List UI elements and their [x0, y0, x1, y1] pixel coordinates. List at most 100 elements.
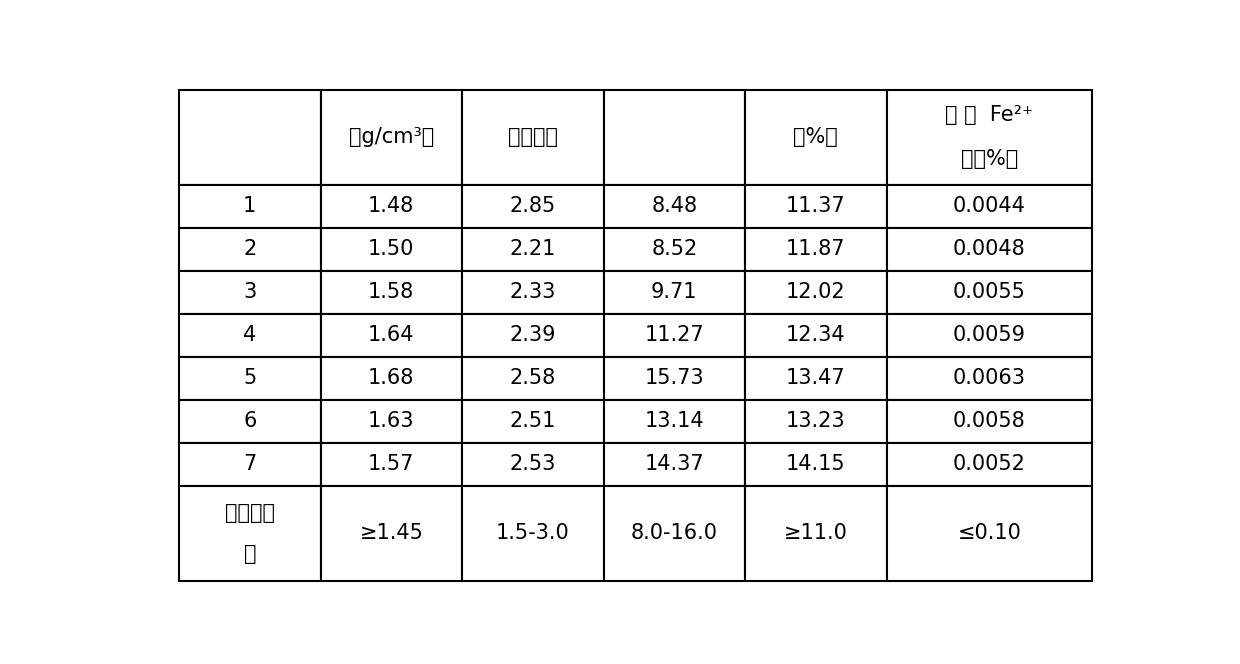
Bar [179, 357, 320, 400]
Text: 0.0052: 0.0052 [952, 454, 1025, 475]
Bar [745, 443, 887, 486]
Text: 8.0-16.0: 8.0-16.0 [631, 523, 718, 543]
Text: 15.73: 15.73 [645, 369, 704, 388]
Bar [745, 314, 887, 357]
Text: 1.5-3.0: 1.5-3.0 [496, 523, 569, 543]
Bar [463, 314, 604, 357]
Bar [320, 185, 463, 228]
Bar [320, 271, 463, 314]
Bar [887, 90, 1092, 185]
Bar [463, 185, 604, 228]
Text: 0.0044: 0.0044 [952, 196, 1025, 216]
Bar [320, 443, 463, 486]
Bar [604, 185, 745, 228]
Bar [745, 228, 887, 271]
Bar [887, 357, 1092, 400]
Text: ≥11.0: ≥11.0 [784, 523, 848, 543]
Bar [887, 486, 1092, 581]
Text: 7: 7 [243, 454, 257, 475]
Bar [887, 314, 1092, 357]
Text: 13.47: 13.47 [786, 369, 846, 388]
Text: 2.33: 2.33 [510, 282, 556, 302]
Text: 0.0059: 0.0059 [952, 325, 1025, 345]
Text: 14.37: 14.37 [645, 454, 704, 475]
Bar [887, 400, 1092, 443]
Bar [463, 400, 604, 443]
Text: 11.37: 11.37 [786, 196, 846, 216]
Text: 0.0048: 0.0048 [952, 239, 1025, 259]
Text: 2.58: 2.58 [510, 369, 556, 388]
Bar [604, 314, 745, 357]
Text: 1.68: 1.68 [368, 369, 414, 388]
Text: 2: 2 [243, 239, 257, 259]
Text: 2.21: 2.21 [510, 239, 556, 259]
Bar [745, 400, 887, 443]
Bar [463, 357, 604, 400]
Bar [179, 271, 320, 314]
Bar [463, 271, 604, 314]
Text: 2.53: 2.53 [510, 454, 556, 475]
Bar [604, 357, 745, 400]
Bar [604, 228, 745, 271]
Text: 0.0063: 0.0063 [952, 369, 1025, 388]
Bar [179, 185, 320, 228]
Bar [320, 228, 463, 271]
Bar [320, 357, 463, 400]
Bar [179, 443, 320, 486]
Text: （ 以  Fe²⁺: （ 以 Fe²⁺ [945, 106, 1033, 125]
Text: 水溶液）: 水溶液） [508, 127, 558, 147]
Bar [463, 486, 604, 581]
Bar [887, 271, 1092, 314]
Bar [745, 271, 887, 314]
Text: ≤0.10: ≤0.10 [957, 523, 1022, 543]
Text: 8.48: 8.48 [651, 196, 697, 216]
Text: 3: 3 [243, 282, 257, 302]
Bar [604, 90, 745, 185]
Text: 6: 6 [243, 412, 257, 432]
Text: （g/cm³）: （g/cm³） [348, 127, 434, 147]
Text: 8.52: 8.52 [651, 239, 697, 259]
Bar [745, 185, 887, 228]
Bar [179, 486, 320, 581]
Bar [887, 443, 1092, 486]
Text: 0.0055: 0.0055 [952, 282, 1025, 302]
Bar [887, 228, 1092, 271]
Text: 13.14: 13.14 [645, 412, 704, 432]
Text: 1.57: 1.57 [368, 454, 414, 475]
Text: 1.58: 1.58 [368, 282, 414, 302]
Text: 12.34: 12.34 [786, 325, 846, 345]
Bar [463, 228, 604, 271]
Bar [887, 185, 1092, 228]
Text: 5: 5 [243, 369, 257, 388]
Bar [604, 443, 745, 486]
Text: 12.02: 12.02 [786, 282, 846, 302]
Bar [320, 486, 463, 581]
Bar [320, 400, 463, 443]
Text: 一等品标: 一等品标 [224, 503, 275, 523]
Text: 9.71: 9.71 [651, 282, 698, 302]
Text: 1.64: 1.64 [368, 325, 414, 345]
Text: 2.39: 2.39 [510, 325, 556, 345]
Text: 0.0058: 0.0058 [952, 412, 1025, 432]
Bar [604, 271, 745, 314]
Bar [463, 443, 604, 486]
Text: 1: 1 [243, 196, 257, 216]
Bar [179, 314, 320, 357]
Bar [320, 90, 463, 185]
Bar [320, 314, 463, 357]
Text: 1.63: 1.63 [368, 412, 414, 432]
Text: 11.27: 11.27 [645, 325, 704, 345]
Text: 准: 准 [243, 544, 255, 564]
Text: 11.87: 11.87 [786, 239, 846, 259]
Bar [179, 90, 320, 185]
Text: 14.15: 14.15 [786, 454, 846, 475]
Text: （%）: （%） [794, 127, 838, 147]
Bar [604, 486, 745, 581]
Text: ≥1.45: ≥1.45 [360, 523, 423, 543]
Text: 1.50: 1.50 [368, 239, 414, 259]
Text: 2.51: 2.51 [510, 412, 556, 432]
Bar [745, 357, 887, 400]
Bar [604, 400, 745, 443]
Text: 2.85: 2.85 [510, 196, 556, 216]
Text: 13.23: 13.23 [786, 412, 846, 432]
